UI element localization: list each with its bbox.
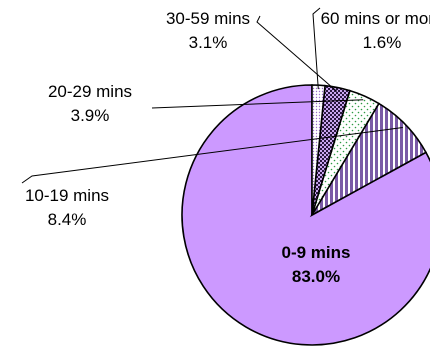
leader-line: [256, 15, 338, 92]
pie-slice: [181, 84, 430, 346]
leader-lines: [21, 7, 403, 184]
slice-label: 0-9 mins: [282, 243, 351, 262]
pie-slices: [181, 84, 430, 346]
slice-percent: 8.4%: [48, 210, 87, 229]
slice-labels: 0-9 mins 83.0% 10-19 mins 8.4% 20-29 mins 3.9…: [25, 9, 430, 286]
pie-slice: [311, 84, 326, 216]
slice-label: 20-29 mins: [48, 82, 132, 101]
leader-line: [151, 99, 364, 109]
slice-percent: 83.0%: [292, 267, 340, 286]
slice-percent: 1.6%: [363, 33, 402, 52]
slice-label: 60 mins or more: [321, 9, 430, 28]
slice-percent: 3.1%: [189, 33, 228, 52]
leader-line: [21, 127, 403, 184]
leader-line: [312, 7, 321, 90]
slice-percent: 3.9%: [71, 106, 110, 125]
slice-label: 10-19 mins: [25, 186, 109, 205]
slice-label: 30-59 mins: [166, 9, 250, 28]
